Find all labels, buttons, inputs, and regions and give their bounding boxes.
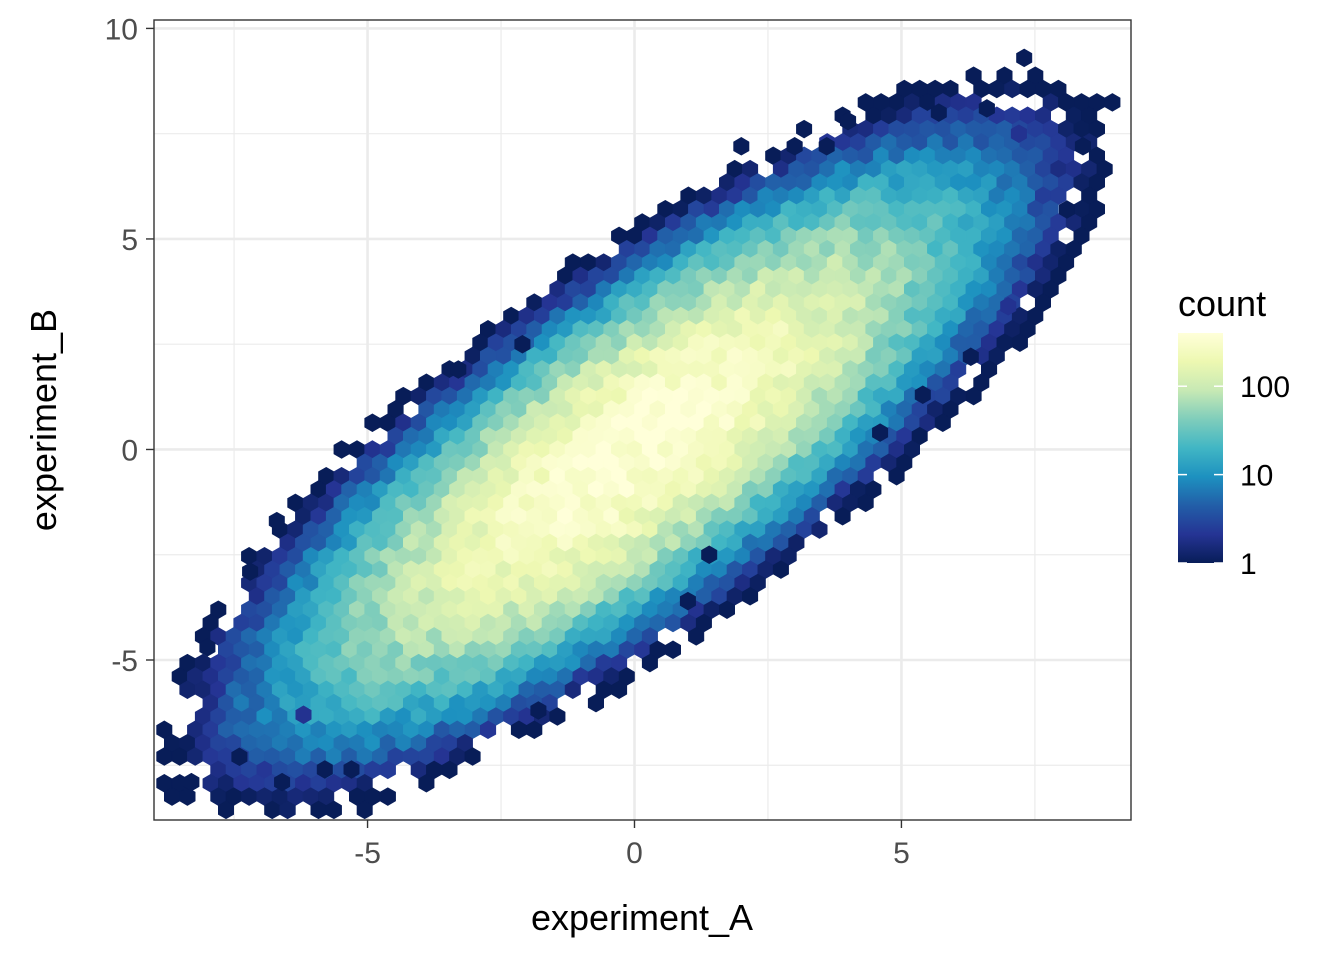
hex-cell <box>641 653 658 673</box>
hex-cell-outlier <box>295 705 312 724</box>
hex-cell-outlier <box>962 347 979 367</box>
hex-cell-outlier <box>839 111 857 131</box>
hex-cell-outlier <box>530 701 547 720</box>
hex-cell-outlier <box>818 137 835 156</box>
hex-cell-outlier <box>786 137 803 156</box>
hex-cell <box>279 800 296 820</box>
hex-cell <box>834 506 851 526</box>
hexbin-cells <box>156 48 1121 820</box>
legend-label: 100 <box>1240 371 1290 404</box>
x-tick-label: 5 <box>893 837 910 870</box>
hex-cell <box>611 680 628 700</box>
y-axis-title: experiment_B <box>23 309 64 531</box>
hex-cell <box>811 520 828 539</box>
hex-cell <box>379 787 396 806</box>
hex-cell-outlier <box>701 545 718 564</box>
hex-cell <box>441 760 458 780</box>
hex-cell <box>664 640 682 659</box>
hex-cell <box>1104 93 1121 112</box>
hex-cell <box>464 747 481 766</box>
legend-label: 1 <box>1240 548 1257 581</box>
hex-cell-outlier <box>514 334 531 354</box>
hex-cell-outlier <box>274 772 291 792</box>
hex-cell <box>857 493 874 513</box>
hex-cell-outlier <box>1010 124 1027 143</box>
hex-cell <box>218 800 234 820</box>
y-tick-label: 10 <box>105 13 138 46</box>
hex-cell <box>526 720 543 740</box>
hex-cell <box>934 413 951 433</box>
hex-cell <box>325 800 342 820</box>
hex-cell <box>356 800 373 820</box>
axis-ticks: -5 0 5 -5 0 5 10 <box>105 13 910 870</box>
hex-cell <box>965 386 982 406</box>
x-tick-label: -5 <box>354 837 381 870</box>
hex-cell-outlier <box>316 760 333 779</box>
x-tick-label: 0 <box>626 837 643 870</box>
hex-cell-outlier <box>978 99 995 118</box>
hex-cell-outlier <box>242 562 259 581</box>
hex-cell-outlier <box>930 103 947 122</box>
x-axis-title: experiment_A <box>531 897 753 938</box>
hex-cell <box>718 600 736 619</box>
hex-cell-outlier <box>1074 137 1091 156</box>
hex-cell-outlier <box>450 360 467 379</box>
plot-border <box>153 19 1132 821</box>
legend: count 1 10 100 <box>1178 283 1290 581</box>
legend-label: 10 <box>1240 460 1273 493</box>
y-tick-label: 0 <box>121 434 138 467</box>
legend-ticks: 1 10 100 <box>1178 371 1290 581</box>
hex-cell <box>772 560 789 579</box>
y-tick-label: -5 <box>111 645 138 678</box>
hex-cell <box>564 680 581 700</box>
hex-cell <box>1011 333 1028 352</box>
hex-cell-outlier <box>1000 297 1017 316</box>
hex-cell <box>479 720 497 740</box>
hex-cell <box>418 773 435 793</box>
hex-cell <box>796 119 813 139</box>
hex-cell <box>549 707 566 726</box>
hex-cell-outlier <box>1058 200 1075 219</box>
hex-cell <box>888 466 905 486</box>
hex-cell-outlier <box>231 747 248 767</box>
hex-cell-outlier <box>199 638 216 657</box>
legend-title: count <box>1178 283 1266 324</box>
y-tick-label: 5 <box>121 224 138 257</box>
hex-cell-outlier <box>343 760 360 779</box>
hex-cell-outlier <box>733 137 750 156</box>
legend-colorbar <box>1178 333 1223 563</box>
hex-cell <box>379 760 396 780</box>
hex-cell <box>742 587 759 606</box>
hex-cell-outlier <box>679 591 696 611</box>
hex-cell-outlier <box>183 772 200 792</box>
hex-cell-outlier <box>914 385 931 404</box>
hex-cell-outlier <box>872 423 889 442</box>
hex-cell-outlier <box>268 511 285 531</box>
hex-cell <box>587 693 605 713</box>
hex-cell <box>688 627 705 646</box>
hex-cell-outlier <box>1016 48 1033 68</box>
